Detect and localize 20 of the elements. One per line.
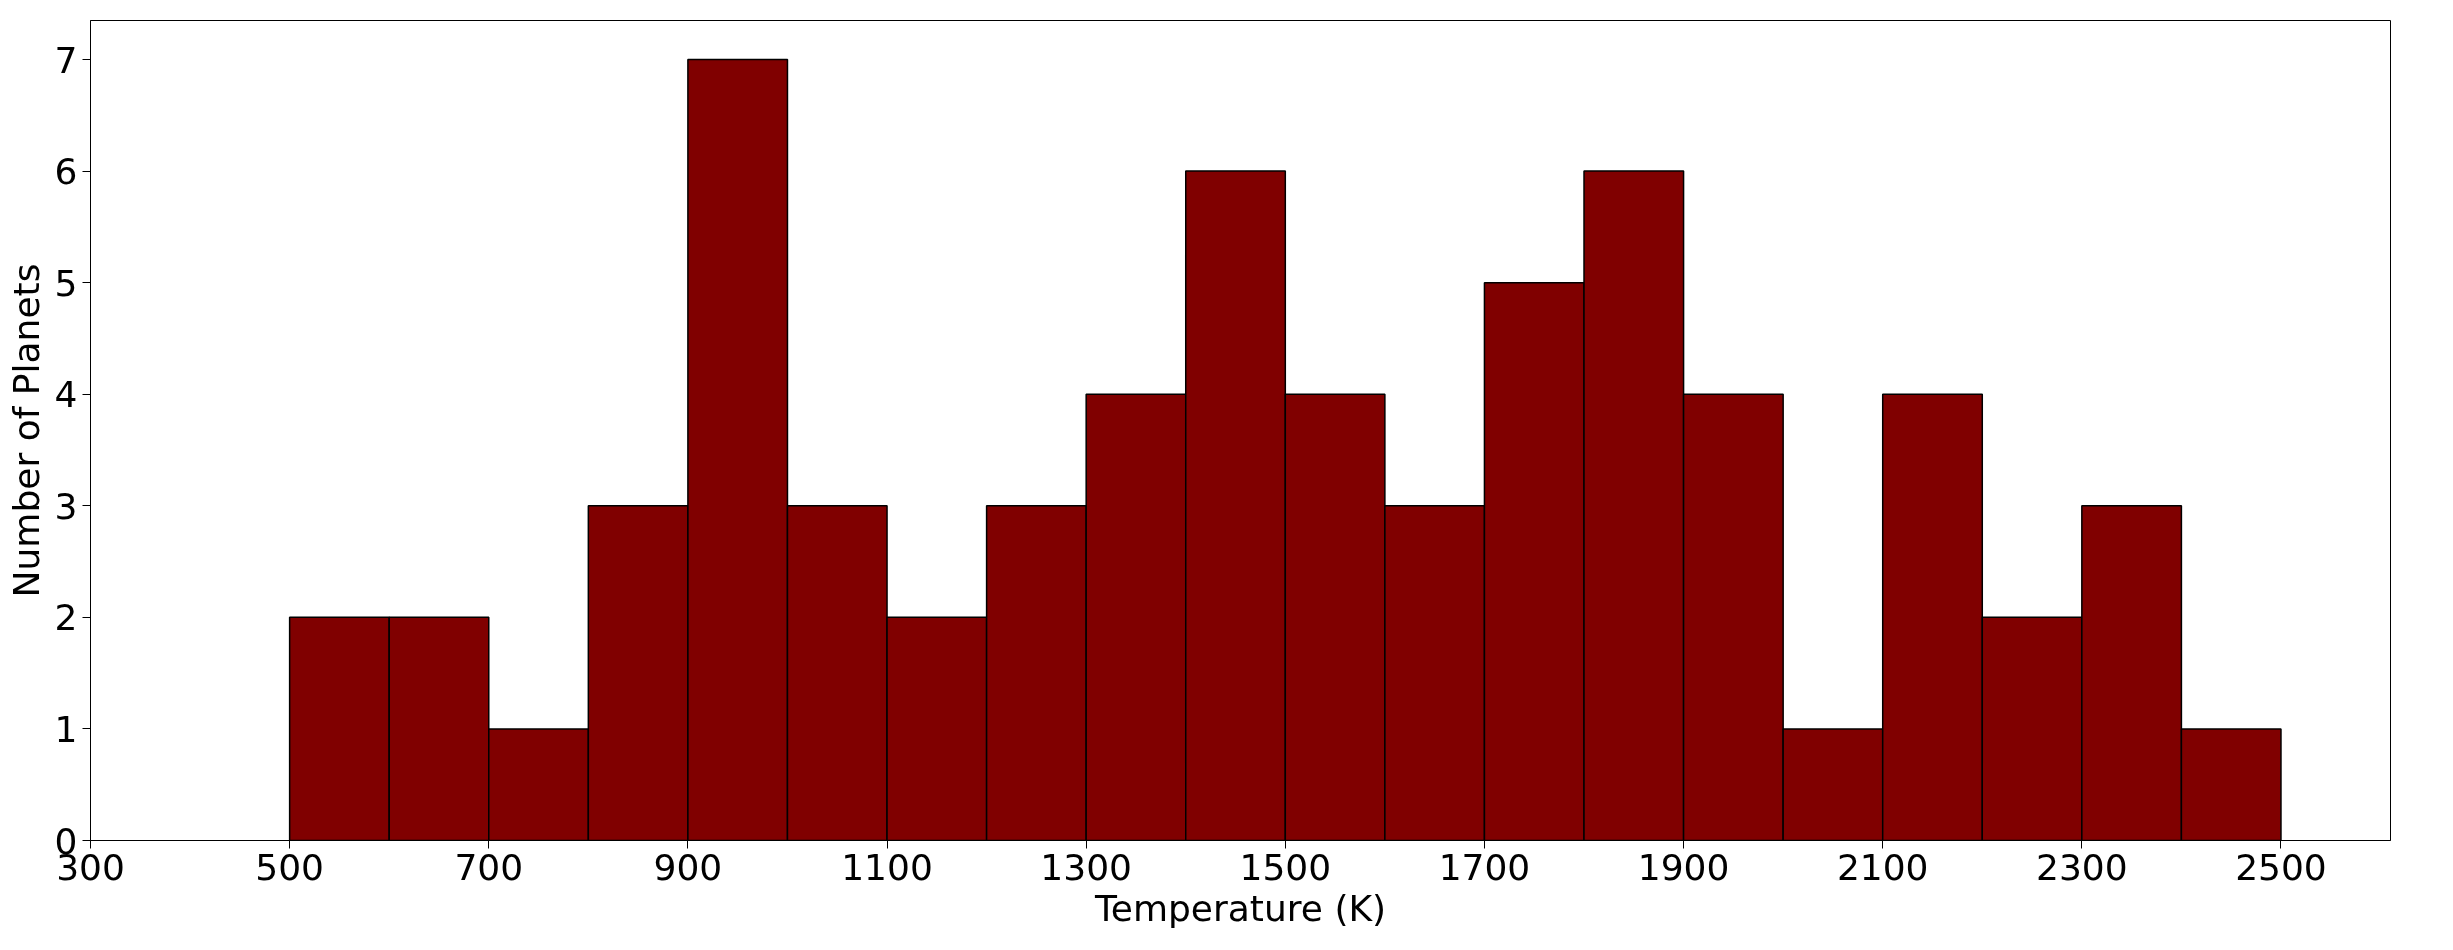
y-tick-label: 6: [54, 151, 78, 193]
y-tick-label: 3: [54, 485, 78, 527]
x-tick-label: 2300: [2036, 846, 2128, 888]
y-tick-label: 2: [54, 597, 78, 639]
x-tick-label: 2500: [2235, 846, 2327, 888]
x-axis-title: Temperature (K): [1093, 887, 1387, 929]
x-tick-label: 500: [255, 846, 324, 888]
y-tick-label: 7: [54, 39, 78, 81]
x-tick-label: 1700: [1438, 846, 1531, 888]
x-tick-label: 1300: [1040, 846, 1132, 888]
y-tick-label: 1: [54, 708, 78, 750]
x-tick-label: 700: [454, 846, 524, 888]
y-tick-label: 5: [54, 262, 78, 304]
x-tick-label: 1500: [1239, 846, 1332, 888]
x-tick-label: 2100: [1836, 846, 1929, 888]
y-tick-label: 4: [54, 374, 78, 416]
x-tick-label: 1900: [1637, 846, 1730, 888]
x-tick-label: 1100: [841, 846, 933, 888]
x-tick-label: 900: [653, 846, 723, 888]
y-axis-title: Number of Planets: [5, 263, 47, 598]
